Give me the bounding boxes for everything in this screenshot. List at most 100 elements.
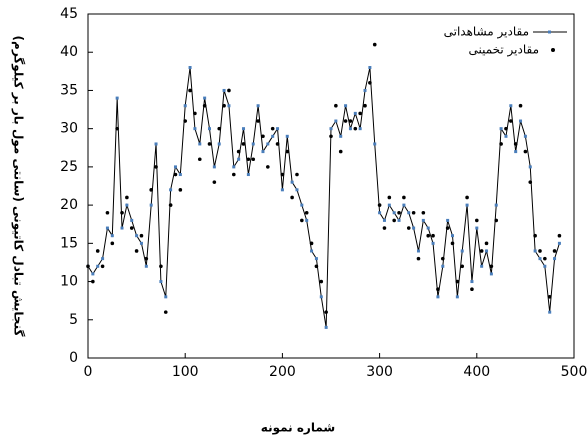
estimated-marker [363,103,367,108]
estimated-marker [411,210,416,215]
estimated-marker [241,142,246,146]
estimated-marker [159,264,163,269]
observed-marker [96,264,100,268]
estimated-marker [125,195,129,200]
estimated-marker [178,188,183,192]
estimated-marker [324,310,328,314]
observed-marker [523,134,527,138]
estimated-marker [154,165,158,169]
observed-marker [436,295,440,299]
estimated-marker [266,165,270,169]
estimated-marker [256,119,260,123]
estimated-marker [197,157,202,162]
estimated-marker [450,241,455,246]
observed-marker [538,257,542,261]
estimated-marker [120,210,124,215]
estimated-marker [353,126,358,131]
observed-marker [392,211,396,215]
y-tick-label: 5 [69,312,78,328]
observed-marker [363,88,367,92]
estimated-marker [504,126,508,131]
estimated-marker [358,111,362,116]
observed-marker [528,165,532,169]
estimated-marker [110,241,115,246]
observed-marker [120,226,124,230]
estimated-marker [232,172,236,177]
observed-marker [271,134,275,138]
observed-marker [222,88,226,92]
observed-marker [91,272,95,276]
estimated-marker [144,256,149,261]
observed-marker [227,104,231,108]
observed-marker [368,66,372,70]
observed-marker [149,203,153,207]
x-tick-label: 400 [463,364,490,380]
estimated-marker [431,233,435,238]
estimated-marker [499,142,503,146]
observed-marker [426,226,430,230]
estimated-marker [314,264,319,269]
observed-marker [494,203,498,207]
estimated-marker [149,188,153,192]
observed-marker [397,218,401,222]
observed-marker [460,249,464,253]
estimated-marker [129,226,134,230]
plot-frame [87,13,575,359]
estimated-marker [387,195,392,200]
estimated-marker [183,119,187,123]
observed-marker [305,218,309,222]
observed-marker [183,104,187,108]
estimated-marker [285,149,290,154]
observed-marker [431,241,435,245]
observed-marker [101,257,105,261]
observed-marker [310,249,314,253]
observed-marker [421,218,425,222]
observed-marker [451,234,454,238]
estimated-marker [513,142,518,146]
observed-marker [173,165,177,169]
estimated-marker [100,264,105,269]
observed-marker [300,203,304,207]
x-tick-label: 100 [172,364,199,380]
estimated-marker [402,195,406,200]
observed-marker [407,211,411,215]
estimated-marker [319,279,324,284]
estimated-marker [416,256,421,261]
observed-marker [178,173,182,177]
observed-marker [499,127,503,131]
observed-marker [154,142,158,146]
x-tick-label: 0 [84,364,93,380]
estimated-marker [329,134,333,139]
estimated-marker [436,287,440,292]
observed-marker [455,295,459,299]
estimated-marker [479,249,484,253]
observed-marker [416,249,420,253]
observed-marker [344,104,348,108]
observed-marker [319,295,323,299]
estimated-marker [538,249,542,253]
legend-label: مقادیر تخمینی [468,43,539,58]
observed-marker [285,134,289,138]
observed-marker [261,150,265,154]
estimated-marker [523,149,528,154]
x-tick-label: 500 [561,364,587,380]
observed-marker [339,134,343,138]
legend-marker [551,48,555,52]
estimated-marker [533,233,537,238]
estimated-marker [227,88,231,93]
observed-marker [159,280,163,284]
estimated-marker [489,264,494,269]
y-tick-label: 40 [60,44,78,60]
observed-marker [217,142,221,146]
estimated-marker [397,210,401,215]
estimated-marker [475,218,479,223]
observed-marker [169,188,173,192]
observed-marker [519,119,523,123]
observed-marker [329,127,333,131]
observed-marker [378,211,382,215]
observed-marker [164,295,168,299]
observed-marker [480,264,484,268]
observed-marker [237,157,241,161]
observed-marker [208,127,211,131]
